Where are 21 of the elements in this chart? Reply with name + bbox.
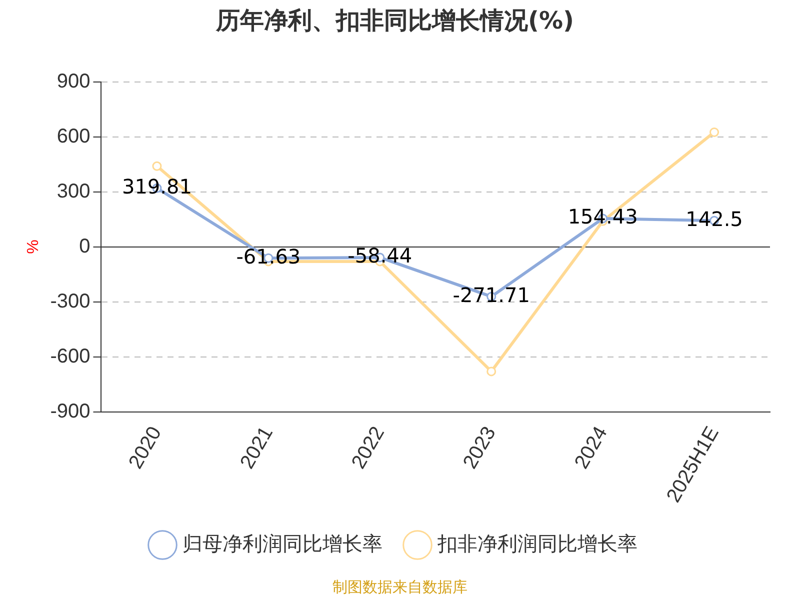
data-label: 319.81 [122,174,192,198]
y-tick-label: -900 [50,400,90,422]
data-label: -61.63 [236,244,301,268]
y-tick-label: 0 [79,235,90,258]
y-tick-label: 300 [56,180,90,202]
data-label: 142.5 [686,206,743,231]
y-axis-title: % [25,240,42,254]
point [486,366,496,376]
y-tick-label: -600 [50,345,90,368]
text: 制图数据来自数据库 [332,578,468,597]
chart-title: 历年净利、扣非同比增长情况(%) [215,6,574,35]
y-tick-label: -300 [50,290,90,312]
legend-label: 归母净利润同比增长率 [182,534,382,556]
y-tick-label: 600 [56,125,90,148]
data-label: -271.71 [452,282,530,307]
data-label: -58.44 [348,244,412,268]
y-tick-label: 900 [56,70,90,92]
point [710,127,720,137]
point [152,161,162,171]
legend-label: 扣非净利润同比增长率 [436,534,638,556]
data-label: 154.43 [568,204,638,229]
